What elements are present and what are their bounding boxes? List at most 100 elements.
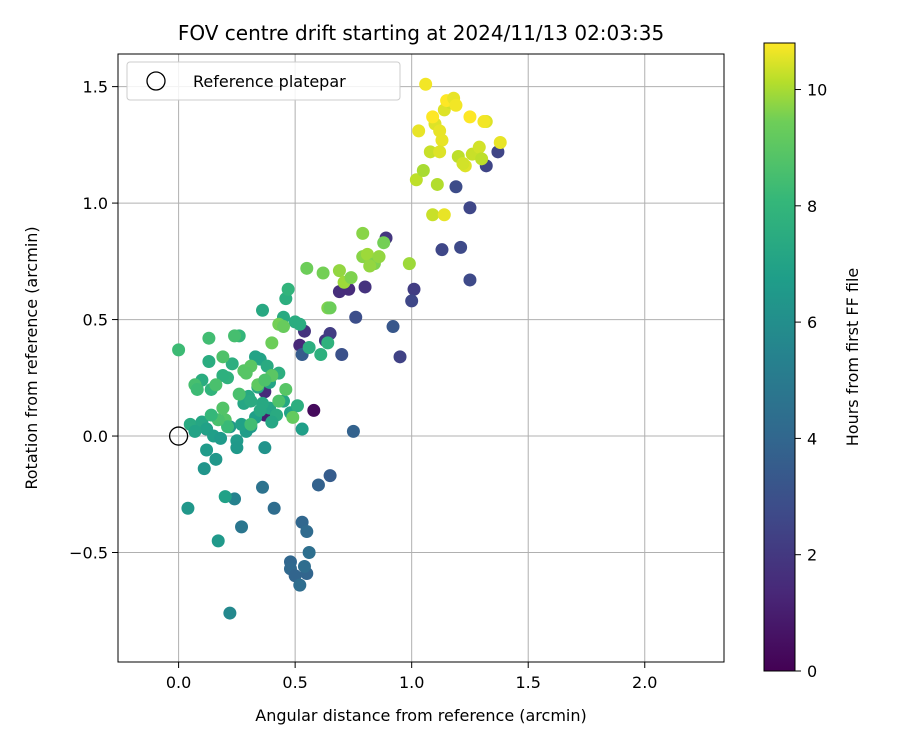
data-point — [200, 443, 214, 457]
colorbar-tick-label: 0 — [807, 662, 817, 681]
x-tick-label: 0.5 — [282, 673, 307, 692]
data-point — [426, 208, 440, 222]
data-points — [172, 77, 507, 620]
data-point — [435, 133, 449, 147]
data-point — [258, 373, 272, 387]
data-point — [335, 348, 349, 362]
reference-platepar-marker — [168, 426, 189, 446]
y-tick-label: 1.5 — [83, 78, 108, 97]
data-point — [209, 378, 223, 392]
data-point — [393, 350, 407, 364]
data-point — [188, 424, 202, 438]
data-point — [290, 399, 304, 413]
data-point — [293, 317, 307, 331]
data-point — [256, 480, 270, 494]
data-point — [202, 354, 216, 368]
data-point — [253, 403, 267, 417]
data-point — [386, 320, 400, 334]
data-point — [302, 341, 316, 355]
data-point — [437, 208, 451, 222]
colorbar-tick-label: 6 — [807, 313, 817, 332]
colorbar-gradient — [763, 42, 796, 672]
data-point — [360, 247, 374, 261]
data-point — [416, 163, 430, 177]
data-point — [265, 336, 279, 350]
y-axis-ticks: −0.5 0.0 0.5 1.0 1.5 — [69, 78, 118, 563]
data-point — [349, 310, 363, 324]
y-tick-label: 0.5 — [83, 311, 108, 330]
data-point — [258, 441, 272, 455]
data-point — [235, 417, 249, 431]
data-point — [372, 250, 386, 264]
data-point — [300, 525, 314, 539]
data-point — [225, 357, 239, 371]
plot-area: 0.0 0.5 1.0 1.5 2.0 −0.5 0.0 0.5 1.0 1.5 — [69, 53, 725, 692]
data-point — [358, 280, 372, 294]
data-point — [295, 422, 309, 436]
data-point — [235, 520, 249, 534]
legend-reference-marker — [146, 71, 166, 91]
data-point — [204, 408, 218, 422]
colorbar-tick-label: 10 — [807, 81, 827, 100]
data-point — [221, 420, 235, 434]
data-point — [402, 257, 416, 271]
data-point — [409, 173, 423, 187]
data-point — [407, 282, 421, 296]
colorbar: 0 2 4 6 8 10 Hours from first FF file — [763, 42, 862, 681]
data-point — [449, 180, 463, 194]
data-point — [456, 156, 470, 170]
data-point — [272, 394, 286, 408]
data-point — [307, 403, 321, 417]
data-point — [293, 578, 307, 592]
x-tick-label: 2.0 — [632, 673, 657, 692]
data-point — [463, 110, 477, 124]
data-point — [314, 348, 328, 362]
data-point — [216, 401, 230, 415]
data-point — [281, 282, 295, 296]
data-point — [214, 431, 228, 445]
data-point — [286, 410, 300, 424]
data-point — [256, 303, 270, 317]
data-point — [216, 350, 230, 364]
y-tick-label: −0.5 — [69, 544, 108, 563]
data-point — [216, 368, 230, 382]
data-point — [377, 236, 391, 250]
data-point — [197, 462, 211, 476]
data-point — [279, 382, 293, 396]
x-axis-ticks: 0.0 0.5 1.0 1.5 2.0 — [166, 662, 657, 692]
colorbar-tick-label: 8 — [807, 197, 817, 216]
data-point — [344, 271, 358, 285]
data-point — [209, 452, 223, 466]
data-point — [267, 501, 281, 515]
data-point — [232, 387, 246, 401]
plot-frame — [117, 53, 725, 663]
data-point — [346, 424, 360, 438]
data-point — [244, 417, 258, 431]
data-point — [300, 261, 314, 275]
data-point — [412, 124, 426, 138]
x-axis-label: Angular distance from reference (arcmin) — [255, 706, 586, 725]
data-point — [463, 273, 477, 287]
data-point — [323, 301, 337, 315]
colorbar-tick-label: 4 — [807, 429, 817, 448]
data-point — [321, 336, 335, 350]
data-point — [223, 606, 237, 620]
x-tick-label: 1.5 — [515, 673, 540, 692]
data-point — [472, 140, 486, 154]
data-point — [426, 110, 440, 124]
data-point — [332, 264, 346, 278]
colorbar-tick-label: 2 — [807, 546, 817, 565]
data-point — [435, 243, 449, 257]
colorbar-ticks: 0 2 4 6 8 10 — [795, 81, 827, 681]
y-tick-label: 1.0 — [83, 194, 108, 213]
data-point — [356, 226, 370, 240]
colorbar-label: Hours from first FF file — [843, 268, 862, 447]
data-point — [423, 145, 437, 159]
data-point — [181, 501, 195, 515]
data-point — [363, 259, 377, 273]
data-point — [449, 98, 463, 112]
data-point — [316, 266, 330, 280]
data-point — [218, 490, 232, 504]
y-axis-label: Rotation from reference (arcmin) — [22, 226, 41, 489]
